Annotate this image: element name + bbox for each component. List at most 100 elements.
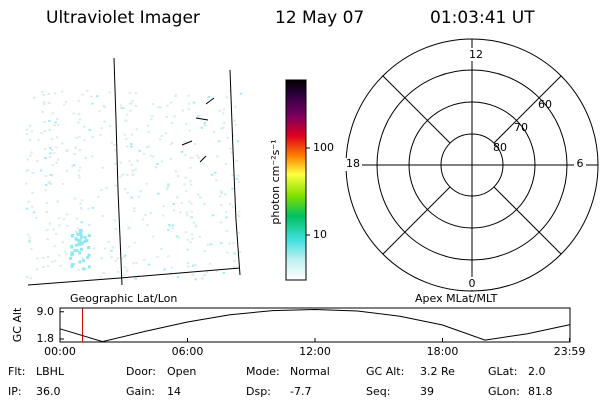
speckle	[99, 134, 102, 136]
speckle	[219, 242, 223, 245]
speckle	[184, 190, 188, 193]
speckle	[149, 154, 153, 157]
speckle	[128, 102, 132, 105]
speckle	[25, 275, 29, 278]
speckle	[78, 166, 82, 169]
speckle	[142, 259, 146, 261]
map-line	[27, 267, 241, 286]
speckle	[47, 102, 51, 104]
speckle	[163, 268, 166, 271]
speckle	[131, 174, 135, 177]
speckle	[176, 175, 180, 178]
speckle	[147, 145, 150, 148]
speckle	[79, 229, 83, 233]
speckle	[77, 121, 80, 124]
speckle	[130, 196, 133, 199]
speckle	[156, 163, 159, 165]
speckle	[108, 124, 112, 127]
speckle	[168, 225, 172, 228]
speckle	[233, 266, 236, 269]
colorbar	[285, 79, 307, 281]
speckle	[218, 195, 222, 198]
speckle	[186, 238, 189, 241]
speckle	[113, 144, 116, 146]
speckle	[77, 268, 80, 271]
speckle	[170, 122, 173, 124]
label-bg	[344, 158, 362, 171]
speckle	[128, 160, 131, 163]
speckle	[41, 91, 44, 93]
speckle	[121, 107, 125, 110]
speckle	[197, 157, 201, 159]
speckle	[185, 122, 188, 125]
speckle	[43, 130, 46, 132]
speckle	[228, 242, 231, 245]
speckle	[42, 266, 45, 268]
speckle	[81, 257, 84, 260]
speckle	[181, 109, 184, 112]
polar-grid	[345, 38, 599, 292]
speckle	[149, 211, 152, 214]
speckle	[230, 151, 233, 154]
speckle	[131, 169, 135, 172]
speckle	[232, 241, 236, 244]
speckle	[235, 177, 239, 180]
speckle	[98, 109, 101, 112]
speckle	[32, 211, 36, 214]
speckle	[108, 91, 111, 94]
speckle	[73, 153, 76, 155]
speckle	[123, 273, 127, 276]
speckle	[123, 188, 127, 191]
speckle	[145, 146, 149, 149]
speckle	[30, 151, 33, 154]
speckle	[151, 235, 155, 238]
speckle	[91, 155, 94, 158]
speckle	[196, 154, 199, 157]
speckle	[77, 239, 81, 243]
map-line	[229, 69, 241, 276]
speckle	[180, 150, 184, 153]
speckle	[42, 94, 46, 96]
lat-label: 70	[514, 121, 528, 134]
speckle	[83, 240, 87, 243]
speckle	[91, 206, 95, 209]
speckle	[33, 96, 36, 99]
speckle	[186, 248, 189, 251]
speckle	[128, 226, 131, 229]
speckle	[102, 104, 105, 107]
speckle	[103, 247, 107, 250]
speckle	[50, 260, 54, 263]
speckle	[160, 160, 164, 163]
speckle	[103, 120, 106, 123]
info-value: -7.7	[290, 385, 311, 398]
speckle	[75, 136, 78, 139]
speckle	[116, 270, 120, 273]
speckle	[55, 117, 59, 120]
speckle	[171, 227, 174, 230]
speckle	[183, 183, 186, 186]
speckle	[174, 170, 178, 173]
speckle	[190, 233, 194, 236]
speckle	[125, 137, 128, 140]
speckle	[129, 109, 132, 112]
speckle	[146, 224, 149, 227]
speckle	[231, 205, 235, 208]
speckle	[39, 169, 43, 172]
speckle	[113, 149, 117, 152]
speckle	[187, 265, 190, 268]
speckle	[46, 238, 49, 240]
speckle	[200, 126, 203, 129]
speckle	[202, 162, 205, 165]
speckle	[220, 190, 224, 193]
speckle	[215, 179, 218, 182]
label-bg	[466, 48, 482, 61]
speckle	[126, 145, 129, 148]
info-value: Normal	[290, 365, 330, 378]
speckle	[150, 115, 154, 118]
speckle	[78, 135, 81, 138]
speckle	[179, 211, 182, 214]
speckle	[74, 237, 78, 241]
speckle	[47, 93, 50, 95]
speckle	[116, 257, 119, 260]
speckle	[180, 201, 184, 204]
